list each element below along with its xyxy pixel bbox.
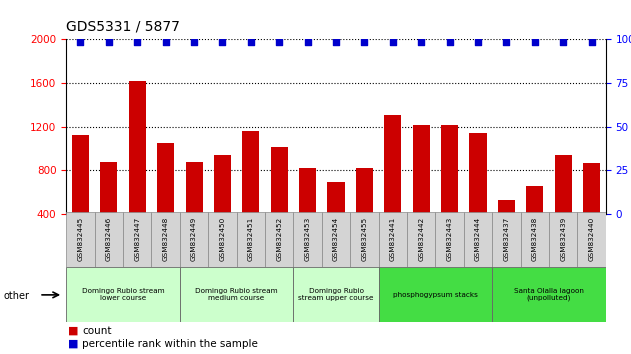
FancyBboxPatch shape xyxy=(322,212,350,267)
Text: GSM832443: GSM832443 xyxy=(447,217,452,261)
Bar xyxy=(413,125,430,258)
FancyBboxPatch shape xyxy=(151,212,180,267)
Text: Domingo Rubio stream
lower course: Domingo Rubio stream lower course xyxy=(82,288,164,301)
Bar xyxy=(526,186,543,258)
FancyBboxPatch shape xyxy=(123,212,151,267)
Bar xyxy=(72,135,89,258)
Bar xyxy=(384,114,401,258)
FancyBboxPatch shape xyxy=(435,212,464,267)
Text: GSM832455: GSM832455 xyxy=(362,217,367,261)
Text: phosphogypsum stacks: phosphogypsum stacks xyxy=(393,292,478,298)
Text: GSM832446: GSM832446 xyxy=(106,217,112,261)
Point xyxy=(473,40,483,45)
Point xyxy=(103,40,114,45)
Bar xyxy=(299,168,316,258)
Bar xyxy=(186,161,203,258)
Text: GSM832438: GSM832438 xyxy=(532,217,538,261)
FancyBboxPatch shape xyxy=(293,212,322,267)
Bar xyxy=(242,131,259,258)
FancyBboxPatch shape xyxy=(66,212,95,267)
Text: GSM832437: GSM832437 xyxy=(504,217,509,261)
Point xyxy=(387,40,398,45)
Text: GSM832454: GSM832454 xyxy=(333,217,339,261)
Bar xyxy=(469,133,487,258)
Text: GSM832441: GSM832441 xyxy=(390,217,396,261)
Bar xyxy=(157,143,174,258)
Text: GSM832439: GSM832439 xyxy=(560,217,566,261)
Point xyxy=(246,40,256,45)
Bar xyxy=(327,182,345,258)
Bar xyxy=(129,81,146,258)
Bar xyxy=(271,147,288,258)
Text: GSM832442: GSM832442 xyxy=(418,217,424,261)
FancyBboxPatch shape xyxy=(180,212,208,267)
FancyBboxPatch shape xyxy=(549,212,577,267)
FancyBboxPatch shape xyxy=(265,212,293,267)
Text: ■: ■ xyxy=(68,326,79,336)
FancyBboxPatch shape xyxy=(521,212,549,267)
Bar xyxy=(583,163,600,258)
Point xyxy=(217,40,228,45)
Point xyxy=(587,40,597,45)
Point xyxy=(274,40,284,45)
Text: GSM832445: GSM832445 xyxy=(78,217,83,261)
Point xyxy=(303,40,313,45)
FancyBboxPatch shape xyxy=(95,212,123,267)
Point xyxy=(416,40,427,45)
Text: percentile rank within the sample: percentile rank within the sample xyxy=(82,339,258,349)
Text: GSM832448: GSM832448 xyxy=(163,217,168,261)
Text: GSM832451: GSM832451 xyxy=(248,217,254,261)
Point xyxy=(189,40,199,45)
Text: GSM832452: GSM832452 xyxy=(276,217,282,261)
Point xyxy=(360,40,370,45)
FancyBboxPatch shape xyxy=(464,212,492,267)
Text: GSM832440: GSM832440 xyxy=(589,217,594,261)
FancyBboxPatch shape xyxy=(379,212,407,267)
FancyBboxPatch shape xyxy=(492,267,606,322)
Bar xyxy=(555,155,572,258)
Text: ■: ■ xyxy=(68,339,79,349)
FancyBboxPatch shape xyxy=(208,212,237,267)
Text: count: count xyxy=(82,326,112,336)
FancyBboxPatch shape xyxy=(492,212,521,267)
Point xyxy=(331,40,341,45)
Text: GSM832449: GSM832449 xyxy=(191,217,197,261)
Point xyxy=(501,40,511,45)
FancyBboxPatch shape xyxy=(293,267,379,322)
FancyBboxPatch shape xyxy=(577,212,606,267)
Text: Santa Olalla lagoon
(unpolluted): Santa Olalla lagoon (unpolluted) xyxy=(514,288,584,302)
FancyBboxPatch shape xyxy=(180,267,293,322)
FancyBboxPatch shape xyxy=(66,267,180,322)
FancyBboxPatch shape xyxy=(350,212,379,267)
Bar xyxy=(100,161,117,258)
FancyBboxPatch shape xyxy=(237,212,265,267)
Bar xyxy=(356,168,373,258)
Point xyxy=(76,40,86,45)
Text: GDS5331 / 5877: GDS5331 / 5877 xyxy=(66,19,180,34)
Text: GSM832450: GSM832450 xyxy=(220,217,225,261)
FancyBboxPatch shape xyxy=(407,212,435,267)
Text: GSM832453: GSM832453 xyxy=(305,217,310,261)
Point xyxy=(444,40,454,45)
FancyBboxPatch shape xyxy=(379,267,492,322)
Bar xyxy=(214,155,231,258)
Point xyxy=(558,40,569,45)
Bar xyxy=(441,125,458,258)
Point xyxy=(530,40,540,45)
Text: GSM832447: GSM832447 xyxy=(134,217,140,261)
Point xyxy=(160,40,170,45)
Text: other: other xyxy=(3,291,29,301)
Text: Domingo Rubio
stream upper course: Domingo Rubio stream upper course xyxy=(298,288,374,301)
Point xyxy=(133,40,143,45)
Text: GSM832444: GSM832444 xyxy=(475,217,481,261)
Bar xyxy=(498,200,515,258)
Text: Domingo Rubio stream
medium course: Domingo Rubio stream medium course xyxy=(196,288,278,301)
